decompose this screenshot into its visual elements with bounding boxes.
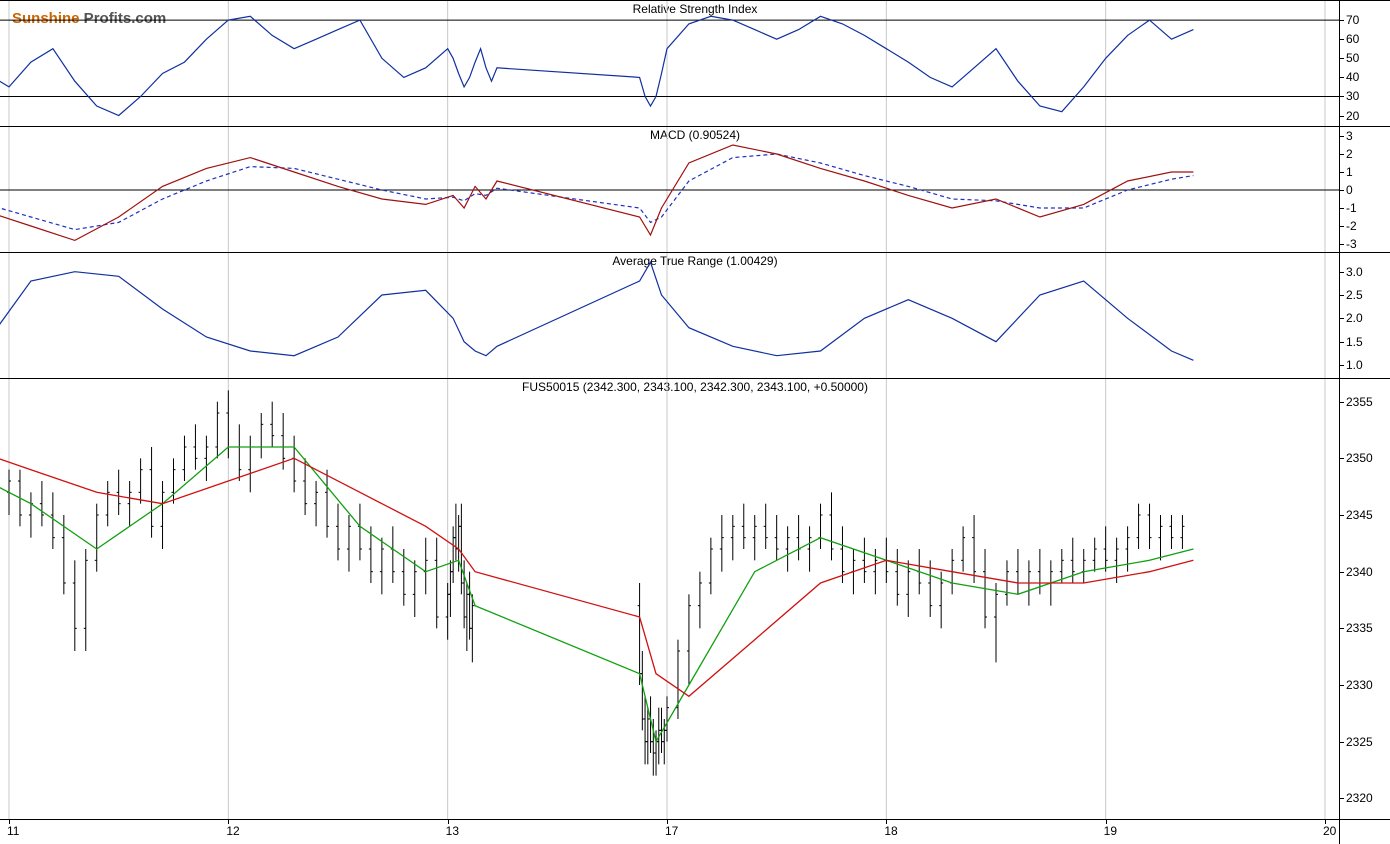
- rsi-yaxis: 203040506070: [1339, 1, 1390, 127]
- chart-container: Sunshine Profits.com Relative Strength I…: [0, 0, 1390, 844]
- macd-plot: [0, 127, 1340, 253]
- atr-panel: Average True Range (1.00429) 1.01.52.02.…: [0, 252, 1390, 379]
- atr-plot: [0, 253, 1340, 379]
- atr-yaxis: 1.01.52.02.53.0: [1339, 253, 1390, 379]
- rsi-panel: Relative Strength Index 203040506070: [0, 0, 1390, 127]
- macd-panel: MACD (0.90524) -3-2-10123: [0, 126, 1390, 253]
- x-axis: 11121317181920: [0, 819, 1390, 844]
- rsi-plot: [0, 1, 1340, 127]
- macd-yaxis: -3-2-10123: [1339, 127, 1390, 253]
- price-yaxis: 23202325233023352340234523502355: [1339, 379, 1390, 821]
- price-plot: [0, 379, 1340, 821]
- price-panel: FUS50015 (2342.300, 2343.100, 2342.300, …: [0, 378, 1390, 821]
